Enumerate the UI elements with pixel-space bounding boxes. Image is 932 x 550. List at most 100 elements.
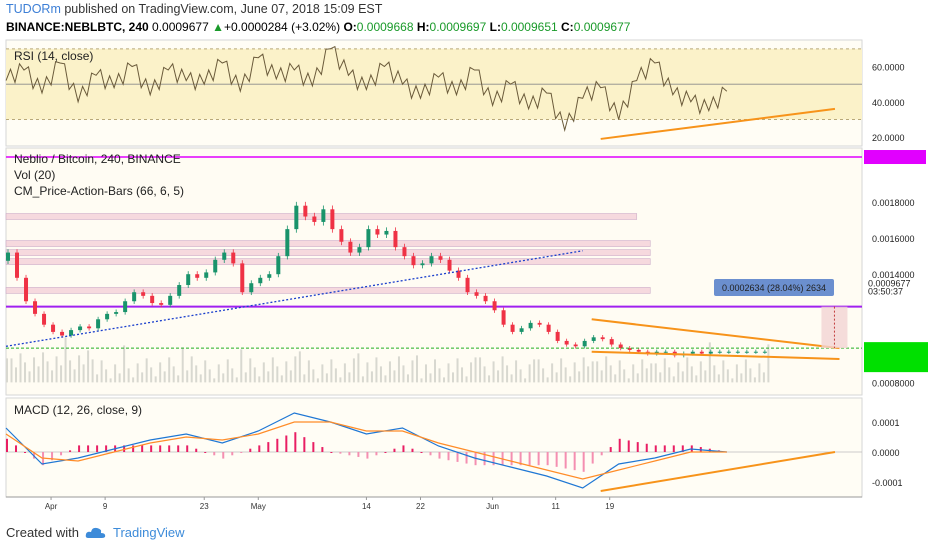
volume-bar [717,374,720,383]
volume-bar [132,377,135,383]
candle [285,229,290,257]
x-axis-label: May [251,502,266,511]
volume-bar [307,360,310,383]
volume-bar [222,373,225,383]
volume-bar [614,374,617,383]
volume-bar [758,363,761,383]
volume-bar [726,369,729,383]
volume-bar [114,364,117,383]
candle [150,295,155,304]
volume-bar [582,357,585,383]
volume-bar [73,369,76,383]
volume-bar [42,352,45,383]
macd-histogram-bar [240,452,243,453]
macd-trendline [600,451,836,492]
volume-bar [564,367,567,383]
low-value: 0.0009651 [500,20,558,34]
x-axis-label: 9 [103,502,108,511]
triangle-upper-line [591,318,840,350]
volume-bar [249,358,252,383]
candle [348,241,353,253]
macd-histogram-bar [231,452,234,456]
macd-histogram-bar [78,445,81,452]
x-axis-label: 23 [200,502,209,511]
author-link[interactable]: TUDORm [6,2,61,16]
macd-histogram-bar [555,452,558,467]
price-tag-text: 0.0009677 [868,279,911,289]
volume-bar [379,366,382,383]
macd-histogram-bar [591,452,594,464]
volume-bar [334,368,337,383]
volume-bar [690,366,693,383]
macd-histogram-bar [618,438,621,452]
volume-bar [406,374,409,383]
macd-histogram-bar [213,452,216,456]
macd-histogram-bar [456,452,459,462]
volume-bar [289,370,292,383]
candle [429,256,434,264]
macd-histogram-bar [528,452,531,466]
tradingview-brand[interactable]: TradingView [112,525,185,540]
open-value: 0.0009668 [356,20,414,34]
candle [96,319,101,329]
volume-bar [226,359,229,383]
candle [123,301,128,313]
macd-histogram-bar [483,452,486,466]
volume-bar [24,362,27,383]
volume-bar [767,344,770,383]
chart-area[interactable]: RSI (14, close) 60.0000 40.0000 20.0000 0.00… [0,0,932,520]
volume-bar [280,375,283,383]
volume-bar [632,364,635,383]
macd-histogram-bar [393,448,396,452]
published-text: published on TradingView.com, June 07, 2… [64,2,383,16]
macd-histogram-bar [537,452,540,466]
volume-bar [303,374,306,383]
volume-bar [645,368,648,383]
volume-bar [253,367,256,383]
candle [330,209,335,230]
macd-histogram-bar [348,452,351,456]
candle [195,274,200,278]
volume-bar [704,370,707,383]
candle [240,263,245,293]
macd-histogram-bar [654,445,657,452]
volume-bar [510,374,513,383]
candle [213,259,218,273]
volume-bar [618,360,621,383]
volume-bar [488,375,491,383]
volume-bar [542,368,545,383]
candle [510,324,515,332]
candle [78,326,83,331]
macd-histogram-bar [195,448,198,452]
macd-histogram-bar [303,437,306,452]
candle [744,351,749,353]
x-axis-label: 11 [551,502,560,511]
volume-bar [492,361,495,383]
candle [312,216,317,222]
candle [60,331,65,336]
volume-bar [397,356,400,383]
macd-histogram-bar [51,452,54,461]
volume-bar [69,360,72,383]
macd-histogram-bar [168,445,171,452]
volume-bar [195,365,198,383]
macd-histogram-bar [600,452,603,456]
volume-bar [627,378,630,383]
volume-bar [51,370,54,383]
candle [456,270,461,278]
volume-bar [699,361,702,383]
candle [258,277,263,284]
volume-bar [208,369,211,383]
change-value: +0.0000284 (+3.02%) [224,20,341,34]
volume-bar [573,362,576,383]
volume-bar [244,372,247,383]
macd-histogram-bar [204,452,207,453]
macd-histogram-bar [177,445,180,452]
volume-bar [312,369,315,383]
volume-bar [204,360,207,383]
volume-bar [461,367,464,383]
volume-bar [100,360,103,383]
candle [699,351,704,354]
macd-histogram-bar [420,452,423,453]
candle [15,252,20,278]
